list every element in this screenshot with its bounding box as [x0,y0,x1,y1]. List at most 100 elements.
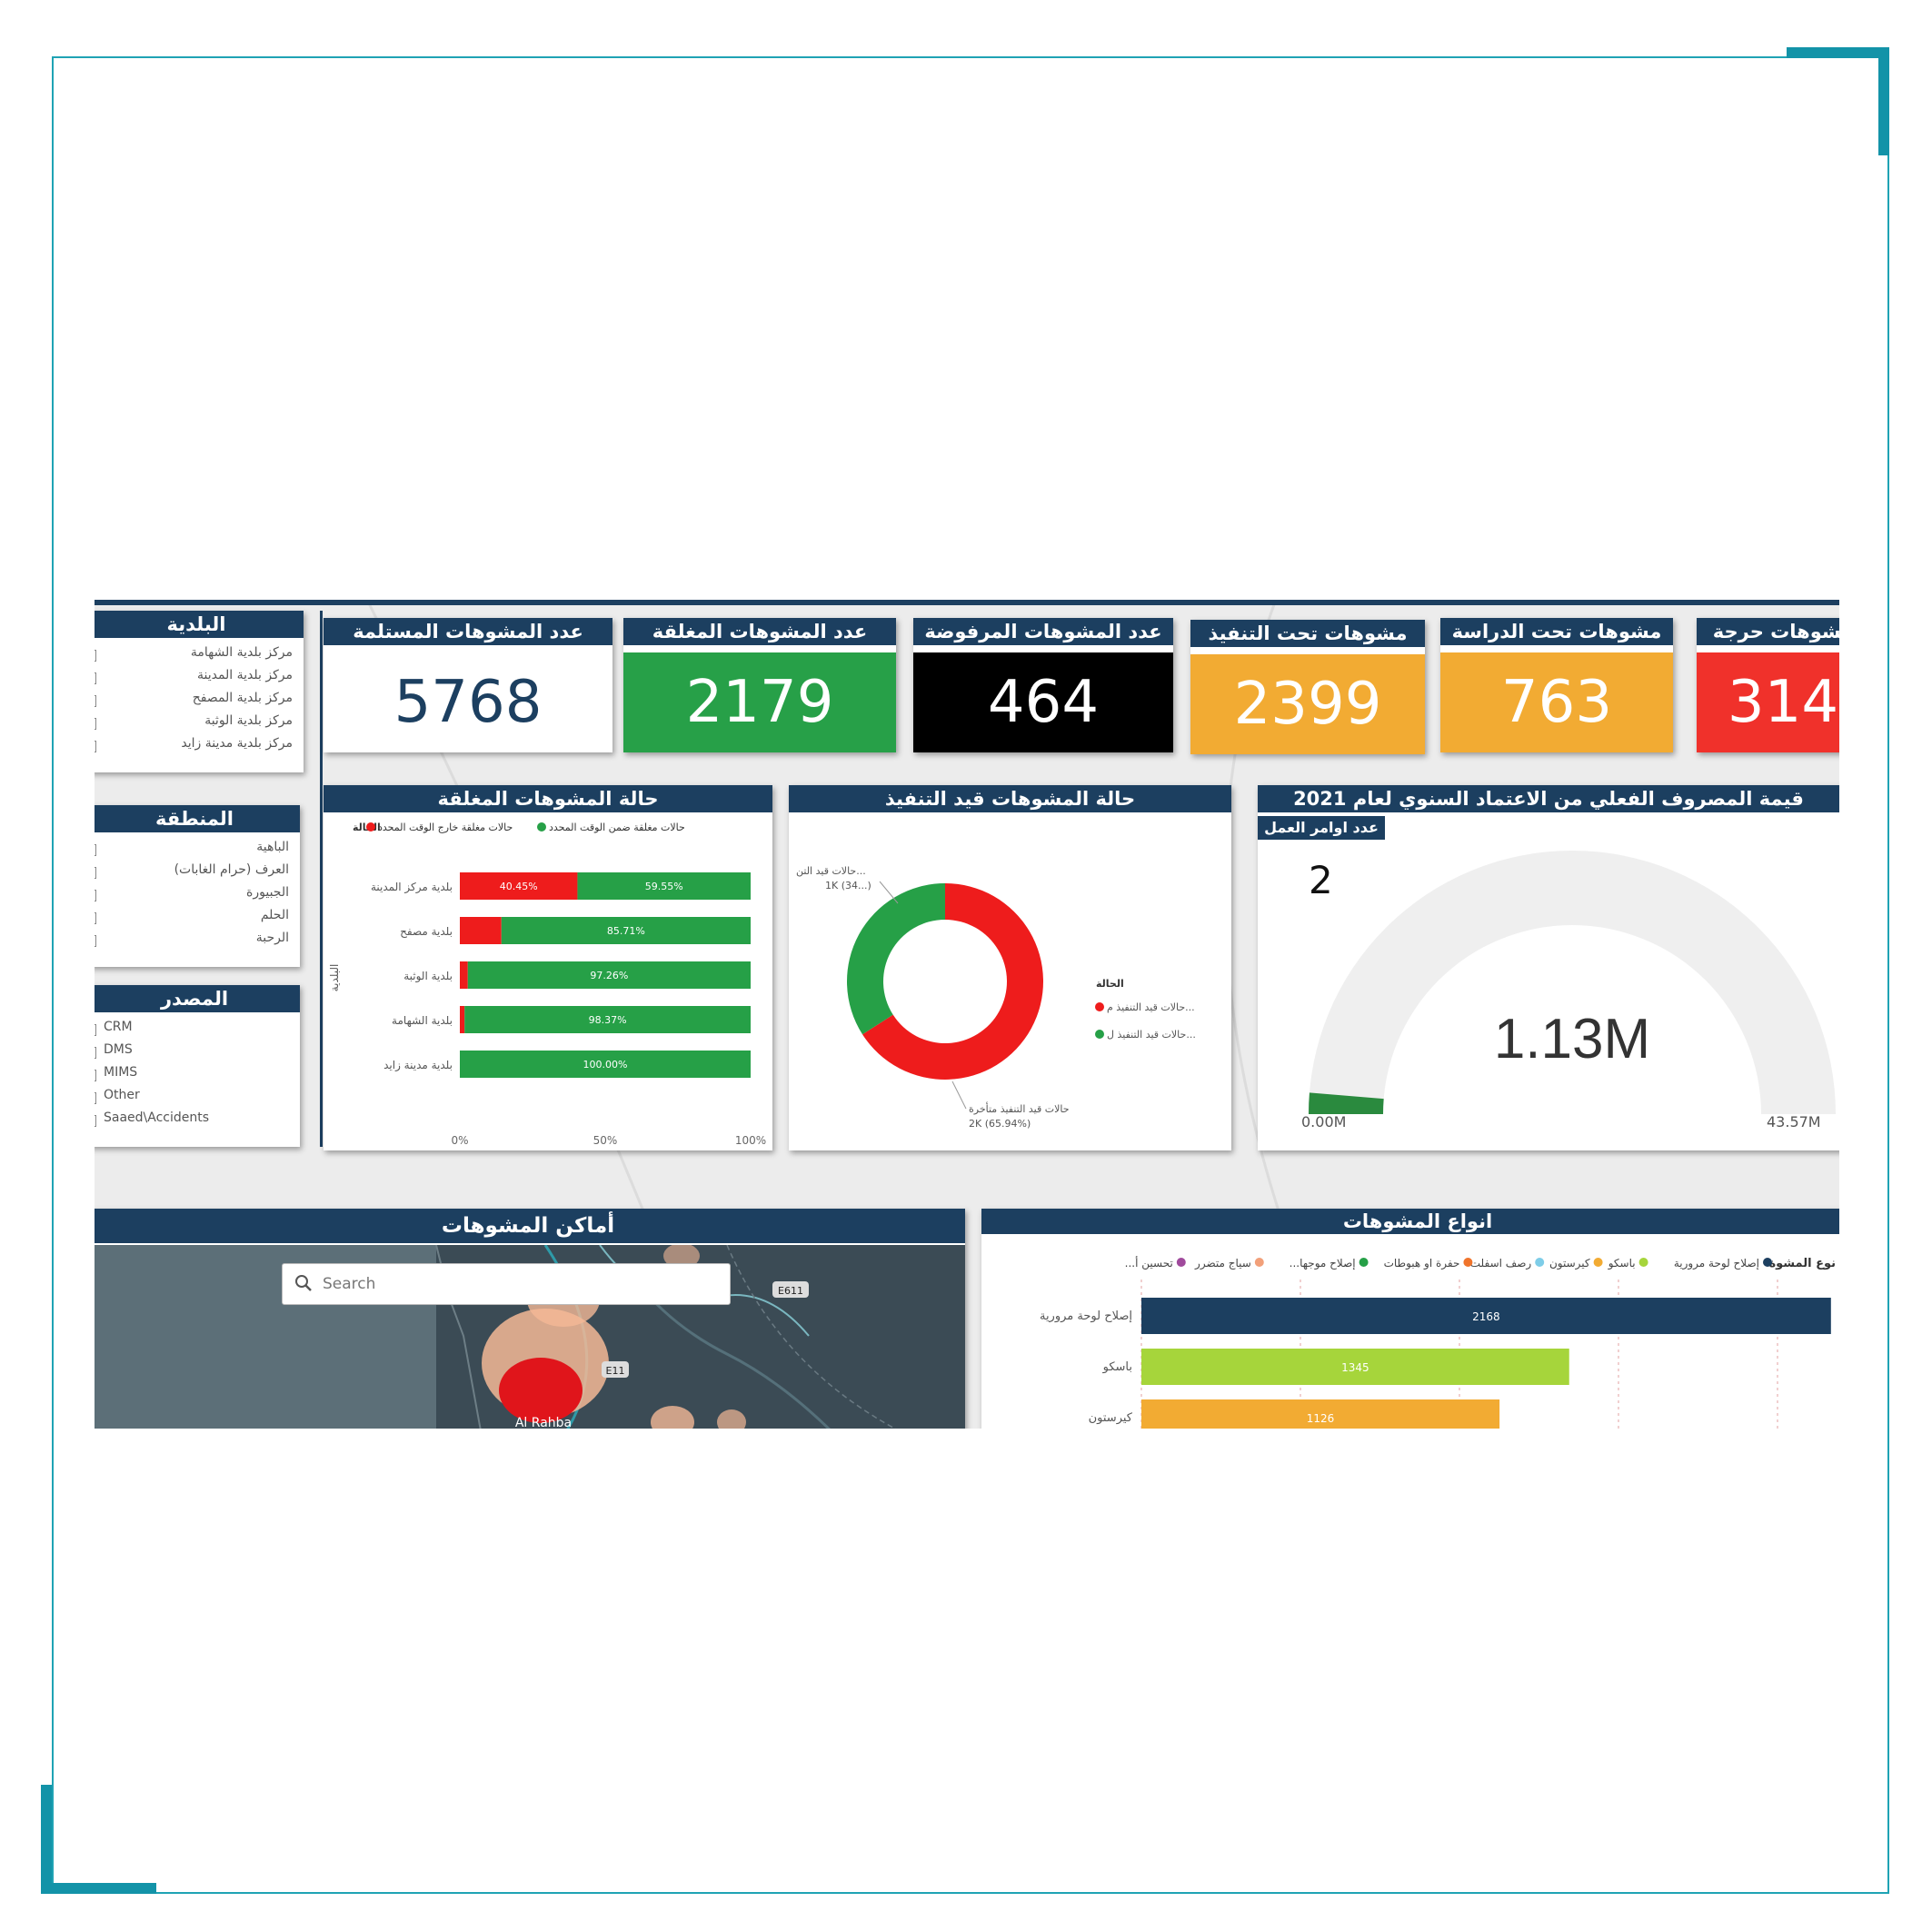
x-tick: 50% [593,1134,618,1147]
search-input-placeholder: Search [323,1275,376,1293]
checkbox-icon [95,1115,96,1127]
bar-segment[interactable] [501,917,751,944]
category-label: بلدية مصفح [400,925,453,938]
road-label: E11 [606,1365,625,1377]
road-shield [772,1281,809,1298]
panel-divider [320,611,323,1147]
axis-label: البلدية [328,964,341,992]
kpi-closed: عدد المشوهات المغلقة 2179 [623,618,896,752]
slicer-option[interactable]: Saaed\Accidents [95,1110,293,1133]
donut-slice[interactable] [847,883,945,1035]
defect-types-chart: نوع المشوة إصلاح لوحة مرورية باسكو كيرستون ر… [1040,1256,1836,1429]
legend-label: ...إصلاح موجها [1290,1257,1356,1270]
category-label: كيرستون [1089,1411,1133,1425]
kpi-value: 2179 [623,652,896,752]
slicer-option[interactable]: الباهية [95,840,293,862]
legend-dot-ontime [537,822,546,832]
x-tick: 100% [735,1134,766,1147]
checkbox-icon [95,867,96,879]
slicer-region: المنطقة الباهية العرف (حرام الغابات) الج… [95,805,300,967]
bar[interactable] [1141,1399,1500,1429]
category-label: بلدية الشهامة [392,1014,453,1027]
kpi-title: مشوهات تحت الدراسة [1440,618,1673,645]
data-label: 97.26% [590,970,628,981]
slicer-option[interactable]: مركز بلدية الوثبة [95,713,296,736]
slicer-option[interactable]: مركز بلدية المدينة [95,668,296,691]
x-tick: 0% [451,1134,468,1147]
slicer-option[interactable]: CRM [95,1020,293,1042]
defect-types-panel: انواع المشوهات نوع المشوة إصلاح لوحة مرور… [981,1209,1839,1429]
road-label: E611 [778,1285,803,1297]
bar[interactable] [1141,1298,1831,1334]
bar-segment[interactable] [467,961,751,989]
slicer-option[interactable]: مركز بلدية المصفح [95,691,296,713]
legend-label-late: حالات مغلقة خارج الوقت المحدد [378,822,513,833]
checkbox-icon [95,741,96,752]
legend-title: الحالة [1096,978,1124,990]
bar-segment[interactable] [460,872,578,900]
legend-label: كيرستون [1549,1257,1590,1270]
slicer-option[interactable]: MIMS [95,1065,293,1088]
panel-title: حالة المشوهات المغلقة [324,785,772,812]
work-orders-count: 2 [1309,858,1333,902]
legend-dot [1463,1258,1473,1267]
spending-gauge-panel: قيمة المصروف الفعلي من الاعتماد السنوي ل… [1258,785,1839,1150]
slicer-option[interactable]: الجبيورة [95,885,293,908]
execution-status-panel: حالة المشوهات قيد التنفيذ حالات قيد التن… [789,785,1231,1150]
bar-segment[interactable] [460,917,502,944]
legend-dot [1593,1258,1603,1267]
top-bar [95,600,1839,605]
legend-dot [1763,1258,1772,1267]
legend-dot-late [366,822,375,832]
bar-segment[interactable] [577,872,751,900]
data-label: 59.55% [645,881,683,892]
label-leader-line [951,1081,967,1110]
kpi-value: 464 [913,652,1173,752]
slicer-option[interactable]: الحلم [95,908,293,931]
legend-label: باسكو [1608,1257,1636,1270]
kpi-title: عدد المشوهات المستلمة [324,618,612,645]
donut-label-red-value: 2K (65.94%) [969,1118,1031,1130]
slicer-option[interactable]: DMS [95,1042,293,1065]
legend-label: رصف اسفلت [1470,1257,1532,1270]
legend-label: حفرة او هبوطات [1384,1257,1460,1270]
checkbox-icon [95,1092,96,1104]
kpi-critical: مشوهات حرجة 314 [1697,618,1839,752]
checkbox-icon [95,1047,96,1059]
category-label: بلدية مدينة زايد [383,1059,453,1072]
kpi-value: 314 [1697,652,1839,752]
slicer-option[interactable]: Other [95,1088,293,1110]
map-canvas[interactable]: E611 E11 Al Rahba [95,1245,965,1429]
bar[interactable] [1141,1349,1569,1385]
checkbox-icon [95,695,96,707]
checkbox-icon [95,912,96,924]
checkbox-icon [95,672,96,684]
label-leader-line [879,881,899,904]
bar-segment[interactable] [460,961,468,989]
gauge-chart: 1.13M 0.00M 43.57M [1301,851,1836,1130]
bar-segment[interactable] [464,1006,751,1033]
heat-spot [717,1409,746,1429]
heat-spot [651,1406,694,1429]
heat-spot [663,1245,700,1269]
slicer-option[interactable]: الرحبة [95,931,293,953]
locations-map-panel: أماكن المشوهات E611 E11 Al Rahba Search [95,1209,965,1429]
slicer-option[interactable]: مركز بلدية الشهامة [95,645,296,668]
data-label: 98.37% [589,1014,627,1026]
gauge-track [1309,851,1836,1114]
panel-title: انواع المشوهات [981,1209,1839,1234]
checkbox-icon [95,890,96,901]
bar-segment[interactable] [460,1006,465,1033]
bar-segment[interactable] [460,1051,751,1078]
donut-slice[interactable] [862,883,1043,1080]
slicer-source: المصدر CRM DMS MIMS Other Saaed\Accident… [95,985,300,1147]
checkbox-icon [95,650,96,662]
data-label: 100.00% [583,1059,628,1071]
data-label: 2168 [1472,1310,1500,1323]
map-search-box[interactable]: Search [282,1263,731,1305]
slicer-title: المنطقة [95,805,300,832]
kpi-under-study: مشوهات تحت الدراسة 763 [1440,618,1673,752]
checkbox-icon [95,844,96,856]
slicer-option[interactable]: مركز بلدية مدينة زايد [95,736,296,759]
slicer-option[interactable]: العرف (حرام الغابات) [95,862,293,885]
